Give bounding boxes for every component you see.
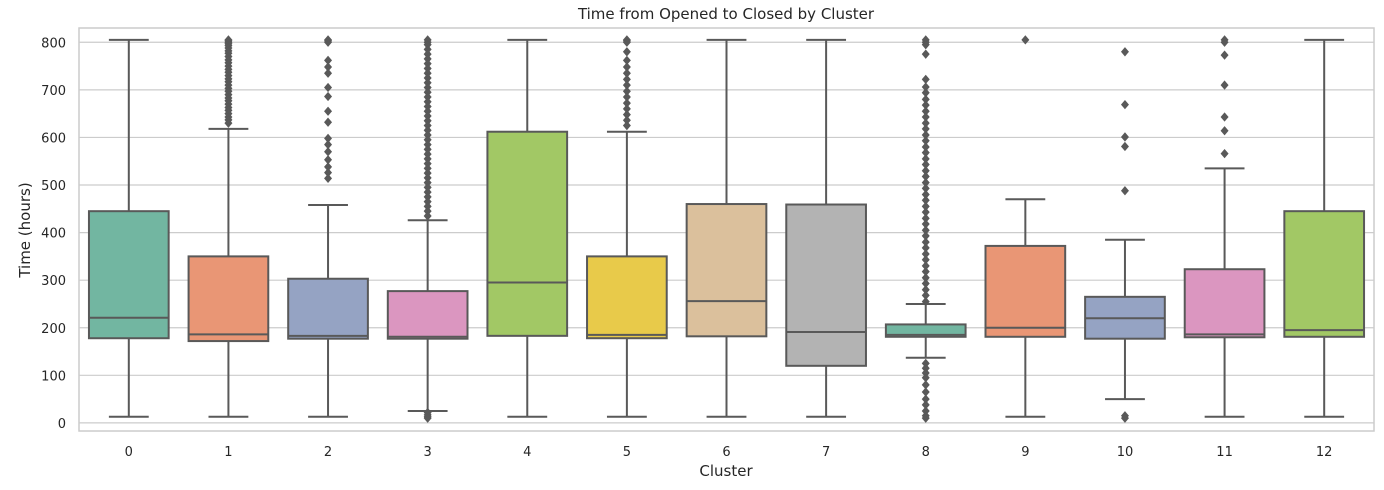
box bbox=[486, 130, 569, 337]
x-tick-label: 12 bbox=[1316, 445, 1333, 460]
x-tick-label: 0 bbox=[125, 445, 133, 460]
x-tick-labels: 0 1 2 3 4 5 6 7 8 9 10 11 12 bbox=[125, 445, 1333, 460]
box-cluster-0 bbox=[87, 38, 170, 418]
y-axis-label: Time (hours) bbox=[16, 182, 34, 278]
y-tick-label: 0 bbox=[58, 417, 66, 432]
box bbox=[685, 203, 768, 338]
outlier-point bbox=[1021, 35, 1030, 45]
outlier-point bbox=[921, 49, 930, 59]
box-cluster-12 bbox=[1283, 38, 1366, 418]
box bbox=[984, 244, 1067, 338]
box bbox=[884, 323, 967, 338]
x-tick-label: 4 bbox=[523, 445, 531, 460]
y-tick-label: 100 bbox=[41, 369, 66, 384]
box bbox=[287, 277, 369, 340]
outlier-point bbox=[622, 37, 631, 47]
x-tick-label: 10 bbox=[1117, 445, 1134, 460]
x-axis-label: Cluster bbox=[699, 462, 753, 480]
x-tick-label: 8 bbox=[922, 445, 930, 460]
outlier-point bbox=[1120, 141, 1129, 152]
outlier-point bbox=[1120, 413, 1129, 423]
outlier-point bbox=[921, 413, 930, 423]
outlier-point bbox=[324, 82, 333, 93]
y-tick-labels: 0 100 200 300 400 500 600 700 800 bbox=[41, 36, 66, 432]
y-tick-label: 400 bbox=[41, 227, 66, 242]
box-cluster-8 bbox=[884, 35, 967, 423]
box bbox=[1183, 268, 1266, 339]
y-tick-label: 700 bbox=[41, 84, 66, 99]
chart-title: Time from Opened to Closed by Cluster bbox=[577, 5, 875, 23]
x-tick-label: 1 bbox=[224, 445, 232, 460]
outlier-point bbox=[324, 117, 333, 127]
box-cluster-5 bbox=[586, 35, 668, 418]
y-tick-label: 200 bbox=[41, 322, 66, 337]
outlier-point bbox=[622, 120, 631, 131]
outlier-point bbox=[324, 37, 333, 47]
outlier-point bbox=[324, 106, 333, 116]
y-tick-label: 600 bbox=[41, 131, 66, 146]
outlier-point bbox=[1120, 132, 1129, 142]
outlier-point bbox=[324, 91, 333, 102]
x-tick-label: 3 bbox=[424, 445, 432, 460]
box bbox=[386, 290, 469, 340]
x-tick-label: 5 bbox=[623, 445, 631, 460]
outlier-point bbox=[1120, 186, 1129, 196]
outlier-point bbox=[1220, 80, 1229, 90]
box-cluster-3 bbox=[386, 35, 469, 423]
x-tick-label: 7 bbox=[822, 445, 830, 460]
outlier-point bbox=[1220, 50, 1229, 60]
outlier-point bbox=[1220, 148, 1229, 159]
box-cluster-2 bbox=[287, 35, 369, 418]
x-tick-label: 2 bbox=[324, 445, 332, 460]
box-cluster-4 bbox=[486, 38, 569, 418]
outlier-point bbox=[324, 173, 333, 184]
outlier-point bbox=[224, 118, 233, 128]
y-tick-label: 800 bbox=[41, 36, 66, 51]
outlier-point bbox=[1220, 37, 1229, 47]
box-cluster-11 bbox=[1183, 35, 1266, 418]
box bbox=[785, 203, 867, 367]
x-tick-label: 11 bbox=[1216, 445, 1233, 460]
outlier-point bbox=[423, 413, 432, 423]
outlier-point bbox=[1120, 47, 1129, 57]
outlier-point bbox=[1220, 112, 1229, 122]
boxes-layer bbox=[87, 35, 1366, 423]
y-tick-label: 300 bbox=[41, 274, 66, 289]
box-cluster-1 bbox=[187, 35, 270, 418]
outlier-point bbox=[1220, 126, 1229, 136]
outlier-point bbox=[324, 68, 333, 78]
outlier-point bbox=[921, 296, 930, 307]
box-cluster-7 bbox=[785, 38, 867, 418]
box bbox=[87, 210, 170, 340]
outlier-point bbox=[1120, 99, 1129, 110]
box bbox=[1283, 210, 1366, 338]
box-cluster-6 bbox=[685, 38, 768, 418]
outlier-point bbox=[921, 39, 930, 50]
box bbox=[586, 255, 668, 340]
x-tick-label: 6 bbox=[722, 445, 730, 460]
x-tick-label: 9 bbox=[1021, 445, 1029, 460]
box-cluster-10 bbox=[1084, 47, 1166, 423]
outlier-point bbox=[423, 211, 432, 221]
box-cluster-9 bbox=[984, 35, 1067, 418]
y-tick-label: 500 bbox=[41, 179, 66, 194]
box bbox=[187, 255, 270, 343]
